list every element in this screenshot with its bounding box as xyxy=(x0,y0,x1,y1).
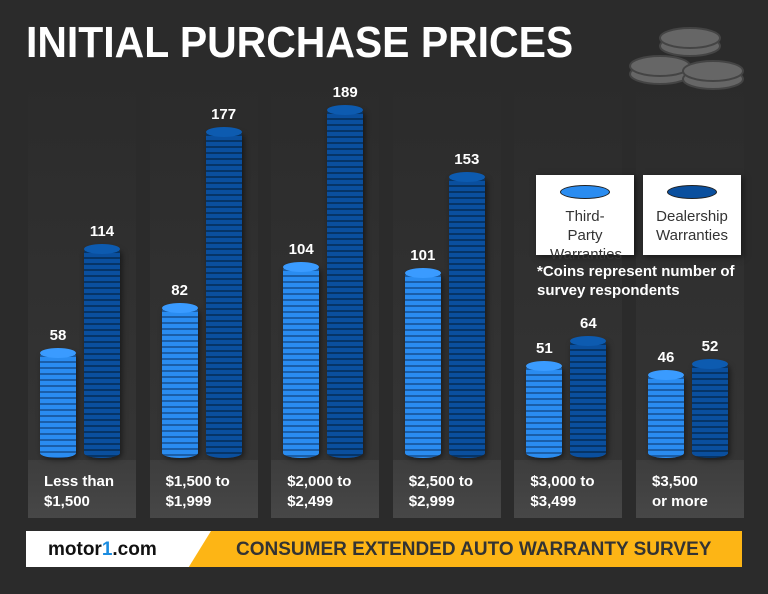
data-label: 64 xyxy=(580,315,597,333)
chart-note: *Coins represent number of survey respon… xyxy=(537,263,735,299)
category-panel: $3,000 to $3,499 xyxy=(514,460,623,518)
category-panel: $3,500 or more xyxy=(636,460,744,518)
coin-icon xyxy=(560,185,610,199)
chart-title: INITIAL PURCHASE PRICES xyxy=(26,18,574,67)
third-party-bar xyxy=(161,303,198,458)
category-panel: $1,500 to $1,999 xyxy=(149,460,258,518)
data-label: 104 xyxy=(288,241,314,259)
data-label: 153 xyxy=(454,150,480,168)
dealership-bar xyxy=(570,336,607,458)
data-label: 58 xyxy=(49,326,67,344)
dealership-bar xyxy=(205,127,242,458)
data-label: 101 xyxy=(410,246,436,264)
legend-label: Dealership Warranties xyxy=(656,208,728,244)
legend-third-party: Third-Party Warranties xyxy=(536,175,634,263)
category-label: $2,000 to $2,499 xyxy=(287,473,352,510)
third-party-bar xyxy=(526,360,563,458)
third-party-bar xyxy=(404,267,441,458)
dealership-bar xyxy=(327,105,364,458)
coin-icon xyxy=(667,185,717,199)
data-label: 177 xyxy=(211,106,237,124)
legend-dealership: Dealership Warranties xyxy=(643,175,741,255)
category-panel: $2,000 to $2,499 xyxy=(271,460,380,518)
dealership-bar xyxy=(448,171,485,458)
category-label: Less than $1,500 xyxy=(44,473,115,510)
category-label: $1,500 to $1,999 xyxy=(165,473,230,510)
dealership-bar xyxy=(692,358,728,458)
category-label: $2,500 to $2,999 xyxy=(408,473,474,510)
footer-banner: motor1.com CONSUMER EXTENDED AUTO WARRAN… xyxy=(26,531,742,567)
data-label: 82 xyxy=(171,282,188,300)
data-label: 51 xyxy=(536,339,553,357)
third-party-bar xyxy=(40,347,76,458)
data-label: 52 xyxy=(701,337,719,355)
data-label: 114 xyxy=(89,222,115,240)
third-party-bar xyxy=(648,369,684,458)
category-panel: Less than $1,500 xyxy=(28,460,136,518)
legend-label: Third-Party Warranties xyxy=(550,208,622,263)
dealership-bar xyxy=(84,243,120,458)
third-party-bar xyxy=(283,262,320,458)
category-panel: $2,500 to $2,999 xyxy=(392,460,501,518)
motor1-logo: motor1.com xyxy=(48,539,157,560)
category-label: $3,000 to $3,499 xyxy=(530,473,595,510)
survey-title: CONSUMER EXTENDED AUTO WARRANTY SURVEY xyxy=(236,539,712,560)
category-label: $3,500 or more xyxy=(652,473,708,510)
data-label: 189 xyxy=(332,84,358,101)
data-label: 46 xyxy=(657,348,675,366)
